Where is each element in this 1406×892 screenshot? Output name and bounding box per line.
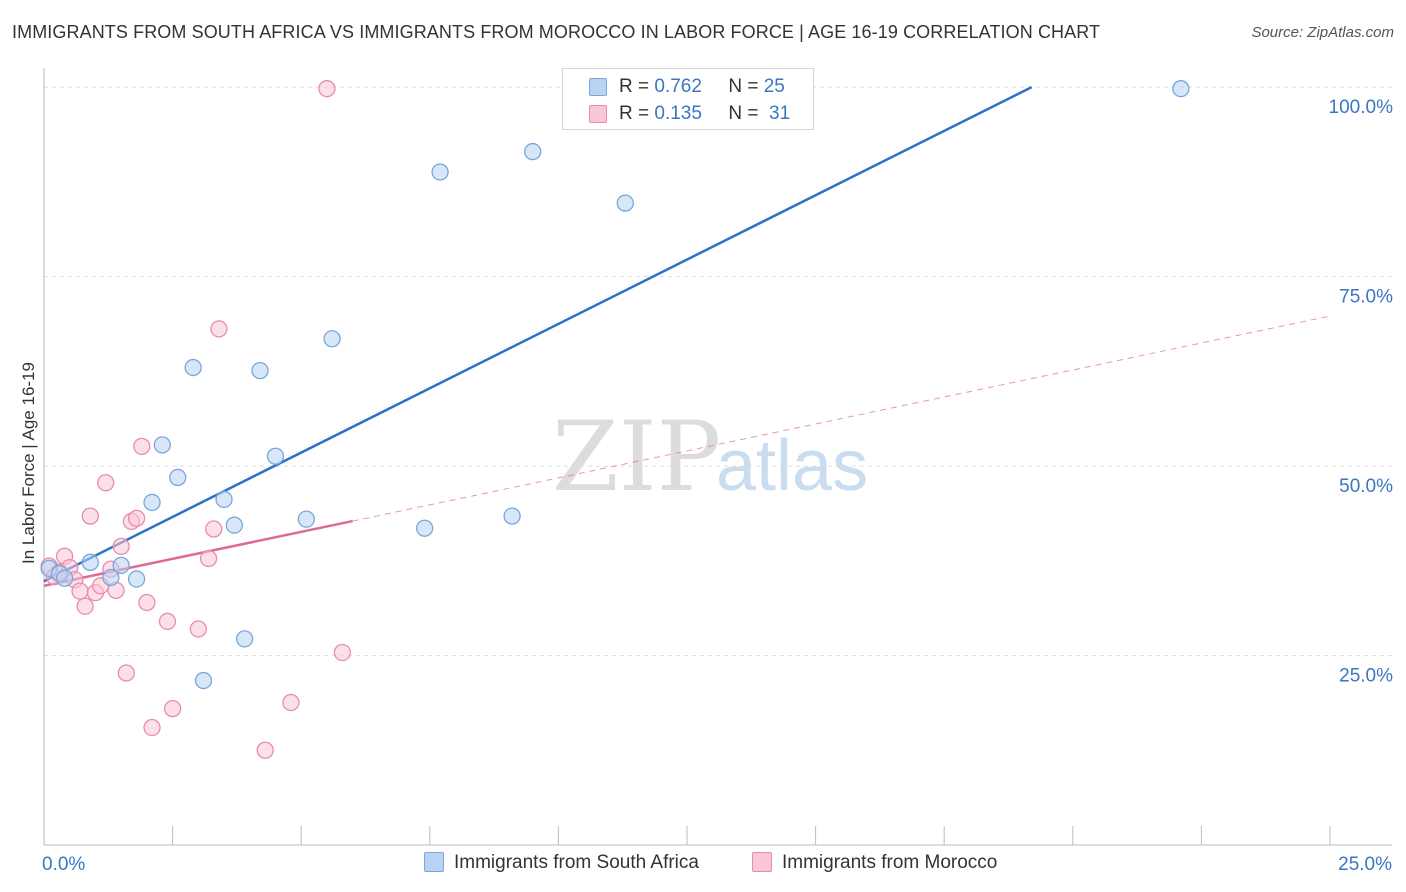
source-label: Source: ZipAtlas.com — [1251, 24, 1394, 41]
legend-swatch-pink — [589, 105, 607, 123]
data-point-pink — [81, 507, 99, 525]
data-point-blue — [503, 507, 521, 525]
data-points — [40, 80, 1190, 759]
y-tick-labels: 25.0% 50.0% 75.0% 100.0% — [1329, 97, 1394, 686]
data-point-blue — [102, 568, 120, 587]
data-point-blue — [194, 671, 213, 690]
data-point-blue — [251, 361, 269, 380]
data-point-pink — [133, 437, 151, 456]
data-point-blue — [323, 330, 341, 348]
x-tick-label: 25.0% — [1338, 854, 1392, 875]
data-point-pink — [282, 693, 300, 712]
watermark-atlas: atlas — [716, 426, 868, 506]
data-point-pink — [189, 620, 207, 638]
trend-line-pink — [43, 519, 353, 588]
watermark-zip: ZIP — [552, 401, 721, 513]
y-tick-label: 25.0% — [1339, 666, 1393, 687]
data-point-pink — [76, 597, 94, 615]
legend-r-label: R = — [619, 103, 650, 124]
bottom-legend-swatch-pink — [752, 852, 772, 872]
data-point-pink — [97, 474, 115, 492]
data-point-pink — [71, 582, 89, 600]
data-point-blue — [55, 569, 74, 587]
legend-n-label: N = — [728, 103, 759, 124]
data-point-pink — [112, 537, 130, 556]
data-point-pink — [163, 699, 182, 718]
data-point-pink — [256, 741, 274, 759]
x-tick-label: 0.0% — [42, 854, 85, 875]
data-point-pink — [318, 80, 336, 98]
data-point-blue — [225, 516, 243, 534]
y-tick-label: 100.0% — [1329, 97, 1394, 118]
data-point-blue — [153, 436, 171, 454]
trend-lines — [43, 86, 1331, 588]
data-point-blue — [81, 553, 99, 571]
x-tick-labels: 0.0% 25.0% — [42, 854, 1392, 875]
data-point-blue — [431, 163, 449, 181]
data-point-blue — [524, 142, 542, 161]
data-point-blue — [297, 510, 315, 528]
bottom-legend-south-africa: Immigrants from South Africa — [424, 852, 699, 874]
legend-r-value: 0.762 — [654, 76, 702, 97]
y-tick-label: 50.0% — [1339, 476, 1393, 497]
data-point-blue — [1172, 80, 1190, 98]
bottom-legend-swatch-blue — [424, 852, 444, 872]
data-point-blue — [143, 493, 161, 512]
data-point-blue — [416, 519, 434, 537]
legend-n-value: 25 — [763, 76, 785, 97]
data-point-blue — [169, 468, 187, 487]
data-point-pink — [117, 664, 135, 682]
stats-legend: R = 0.762 N = 25 R = 0.135 N = 31 — [562, 68, 814, 130]
axes — [43, 68, 1392, 846]
trend-line-extension-pink — [352, 315, 1331, 522]
data-point-pink — [205, 520, 223, 538]
data-point-pink — [143, 718, 161, 737]
bottom-legend-label: Immigrants from South Africa — [454, 852, 699, 873]
data-point-pink — [127, 509, 146, 528]
legend-r-label: R = — [619, 76, 650, 97]
legend-swatch-blue — [589, 78, 607, 96]
bottom-legend-morocco: Immigrants from Morocco — [752, 852, 997, 874]
legend-n-value: 31 — [769, 103, 791, 124]
data-point-blue — [235, 630, 254, 648]
data-point-blue — [184, 358, 202, 377]
data-point-pink — [138, 593, 156, 612]
data-point-blue — [112, 556, 130, 575]
bottom-legend-label: Immigrants from Morocco — [782, 852, 998, 873]
chart-title: IMMIGRANTS FROM SOUTH AFRICA VS IMMIGRAN… — [12, 22, 1101, 42]
data-point-pink — [199, 549, 218, 568]
data-point-blue — [127, 570, 146, 588]
trend-line-blue — [43, 86, 1033, 583]
legend-n-label: N = — [728, 76, 759, 97]
y-tick-label: 75.0% — [1339, 287, 1393, 308]
data-point-pink — [210, 320, 228, 338]
y-axis-label: In Labor Force | Age 16-19 — [19, 362, 38, 564]
data-point-blue — [266, 447, 285, 465]
data-point-blue — [616, 194, 634, 212]
gridlines — [44, 86, 1392, 657]
data-point-pink — [158, 612, 177, 631]
legend-r-value: 0.135 — [654, 103, 702, 124]
data-point-blue — [215, 490, 233, 509]
data-point-pink — [333, 643, 352, 662]
